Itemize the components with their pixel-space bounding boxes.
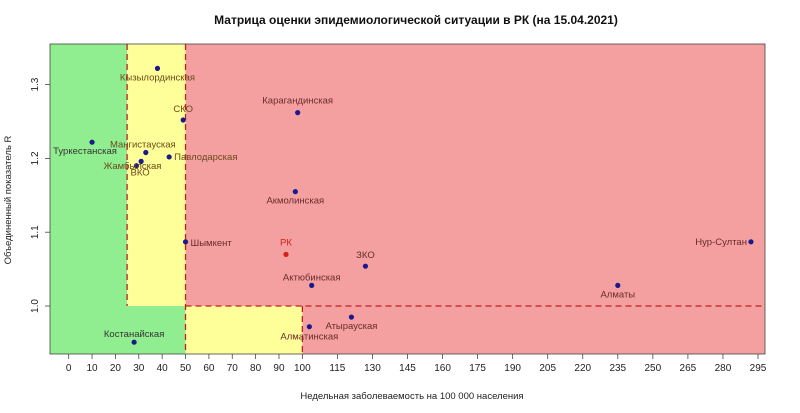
data-point <box>138 158 144 164</box>
y-axis: 1.0 1.1 1.2 1.3 <box>30 77 50 313</box>
y-tick-label: 1.2 <box>30 151 41 165</box>
point-label: Кызылординская <box>120 72 195 83</box>
data-point <box>283 251 289 257</box>
x-tick-label: 100 <box>294 363 311 374</box>
point-label: ЗКО <box>356 250 375 261</box>
point-label: Атырауская <box>325 321 377 332</box>
y-tick-label: 1.0 <box>30 299 41 313</box>
x-tick-label: 30 <box>133 363 145 374</box>
threshold-lines-layer <box>126 44 765 354</box>
data-point <box>182 239 189 245</box>
data-point <box>133 163 140 169</box>
zones-layer <box>50 44 765 354</box>
x-tick-label: 220 <box>574 363 591 374</box>
x-axis: 0 10 20 30 40 50 60 70 80 90 100 115 130 145 160 175 190… <box>66 354 767 374</box>
x-tick-label: 50 <box>180 363 192 374</box>
x-tick-label: 70 <box>227 363 239 374</box>
x-tick-label: 80 <box>250 363 262 374</box>
x-tick-label: 20 <box>110 363 122 374</box>
risk-zone <box>302 306 765 354</box>
x-tick-label: 130 <box>364 363 381 374</box>
data-point <box>306 324 312 330</box>
risk-zone <box>50 44 128 307</box>
x-tick-label: 115 <box>329 363 345 374</box>
data-point <box>362 263 369 269</box>
risk-zone <box>185 44 765 307</box>
x-tick-label: 190 <box>504 363 521 374</box>
point-label: СКО <box>173 104 193 115</box>
x-tick-label: 145 <box>399 363 416 374</box>
point-label: Нур-Султан <box>695 237 747 248</box>
chart-title: Матрица оценки эпидемиологической ситуац… <box>214 13 618 27</box>
data-point <box>292 189 298 195</box>
point-label: Костанайская <box>104 329 164 340</box>
data-point <box>154 65 161 71</box>
data-point <box>131 339 137 345</box>
data-point <box>295 110 301 116</box>
x-tick-label: 250 <box>644 363 661 374</box>
x-tick-label: 0 <box>66 363 72 374</box>
point-label: Шымкент <box>191 238 233 249</box>
x-tick-label: 205 <box>539 363 556 374</box>
point-label: Карагандинская <box>262 96 333 107</box>
data-point <box>615 282 621 288</box>
point-label: Актюбинская <box>283 272 341 283</box>
point-label: Жамбылская <box>103 161 161 172</box>
data-point <box>89 139 95 145</box>
data-point <box>748 239 754 245</box>
y-axis-title: Объединенный показатель R <box>3 135 14 264</box>
y-tick-label: 1.3 <box>30 77 41 91</box>
x-tick-label: 10 <box>86 363 98 374</box>
point-label: Павлодарская <box>174 152 237 163</box>
data-point <box>166 154 172 160</box>
data-point <box>348 314 355 320</box>
y-tick-label: 1.1 <box>30 225 41 239</box>
point-label: Туркестанская <box>53 146 117 157</box>
point-label: Алматы <box>600 289 635 300</box>
points-layer: Кызылординская СКО ТуркестанскаяМангистаус… <box>53 65 754 345</box>
risk-zone <box>185 306 303 354</box>
x-tick-label: 60 <box>203 363 215 374</box>
data-point <box>180 117 186 123</box>
risk-zone <box>127 44 186 307</box>
x-tick-label: 175 <box>469 363 486 374</box>
x-tick-label: 295 <box>750 363 767 374</box>
risk-zone <box>50 306 186 354</box>
x-axis-title: Недельная заболеваемость на 100 000 насе… <box>300 391 523 402</box>
point-label: ВКО <box>131 167 150 178</box>
x-tick-label: 40 <box>157 363 169 374</box>
x-tick-label: 265 <box>680 363 697 374</box>
x-tick-label: 160 <box>434 363 451 374</box>
point-label: РК <box>280 237 292 248</box>
point-label: Акмолинская <box>266 196 324 207</box>
data-point <box>309 282 315 288</box>
data-point <box>143 149 149 156</box>
x-tick-label: 280 <box>715 363 732 374</box>
point-label: Мангистауская <box>110 140 176 151</box>
point-label: Алматинская <box>280 332 338 343</box>
x-tick-label: 235 <box>609 363 626 374</box>
x-tick-label: 90 <box>273 363 285 374</box>
